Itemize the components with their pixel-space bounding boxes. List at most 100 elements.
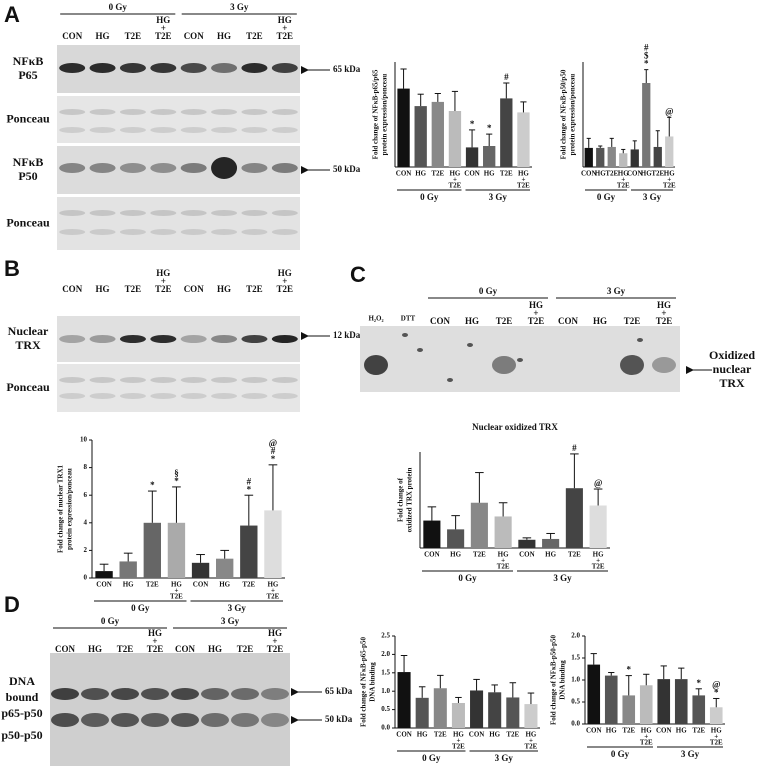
annotation: # — [504, 72, 509, 82]
row-label: p50-p50 — [1, 728, 42, 742]
x-tick-label: HG — [219, 581, 230, 589]
bar — [542, 538, 560, 548]
blot-band — [211, 335, 238, 343]
annotation: # — [271, 446, 276, 456]
lane-label: T2E — [277, 31, 294, 41]
blot-band — [89, 229, 116, 235]
y-axis-label: DNA binding — [369, 662, 377, 702]
blot-band — [180, 393, 207, 399]
blot-background — [57, 197, 300, 250]
blot-band — [180, 335, 207, 343]
y-tick-label: 8 — [84, 463, 88, 471]
blot-band — [271, 229, 298, 235]
blot-band — [211, 63, 238, 73]
y-axis-label: DNA binding — [559, 660, 567, 700]
annotation: # — [572, 443, 577, 453]
annotation: * — [627, 665, 632, 675]
group-label: 3 Gy — [553, 573, 572, 583]
bar — [433, 688, 447, 728]
blot-band — [59, 163, 86, 173]
x-tick-label: HG — [711, 727, 722, 735]
bar — [415, 697, 429, 728]
y-axis-label: Fold change of NFκB-p65/p65 — [372, 69, 380, 159]
x-tick-label: T2E — [267, 593, 280, 601]
x-tick-label: T2E — [568, 551, 581, 559]
row-label: NFκB — [13, 155, 44, 169]
blot-band — [171, 713, 199, 727]
annotation: # — [247, 476, 252, 486]
row-label: Ponceau — [6, 215, 50, 229]
x-tick-label: T2E — [651, 170, 664, 178]
x-tick-label: T2E — [170, 593, 183, 601]
blot-band — [180, 109, 207, 115]
blot-band — [119, 377, 146, 383]
blot-band — [59, 377, 86, 383]
bar — [607, 146, 616, 167]
annotation: * — [470, 119, 475, 129]
panel-letter: A — [4, 2, 20, 27]
x-tick-label: HG — [518, 170, 529, 178]
bar — [264, 510, 282, 578]
bar — [584, 147, 593, 167]
lane-label: + — [533, 308, 538, 318]
annotation: * — [271, 454, 276, 464]
y-tick-label: 4 — [84, 518, 88, 526]
x-tick-label: CON — [586, 727, 602, 735]
blot-band — [119, 393, 146, 399]
lane-label: CON — [62, 31, 83, 41]
lane-label: T2E — [117, 644, 134, 654]
bar — [630, 149, 639, 167]
blot-band — [111, 713, 139, 727]
blot-band — [150, 109, 177, 115]
y-tick-label: 2.0 — [571, 632, 580, 640]
x-tick-label: HG — [267, 581, 278, 589]
lane-label: T2E — [656, 316, 673, 326]
x-tick-label: + — [456, 737, 460, 745]
annotation: @ — [712, 680, 720, 690]
y-axis-label: oxidized TRX protein — [406, 468, 414, 533]
lane-label: T2E — [155, 31, 172, 41]
group-label: 0 Gy — [597, 192, 616, 202]
blot-band — [119, 210, 146, 216]
y-tick-label: 2.5 — [381, 632, 390, 640]
blot-band — [180, 377, 207, 383]
blot-band — [211, 127, 238, 133]
lane-label: HG — [278, 15, 292, 25]
lane-label: T2E — [624, 316, 641, 326]
x-tick-label: HG — [641, 170, 652, 178]
blot-band — [241, 109, 268, 115]
blot-band — [231, 688, 259, 700]
bar — [397, 672, 411, 728]
x-tick-label: T2E — [663, 182, 676, 190]
lane-label: + — [661, 308, 666, 318]
blot-band — [81, 688, 109, 700]
blot-band — [261, 713, 289, 727]
x-tick-label: + — [174, 587, 178, 595]
x-tick-label: HG — [123, 581, 134, 589]
bar — [451, 702, 465, 728]
lane-label: + — [272, 636, 277, 646]
x-tick-label: + — [529, 737, 533, 745]
group-label: 0 Gy — [458, 573, 477, 583]
blot-band — [59, 335, 86, 343]
lane-label: T2E — [267, 644, 284, 654]
blot-band — [231, 713, 259, 727]
x-tick-label: HG — [484, 170, 495, 178]
x-tick-label: HG — [595, 170, 606, 178]
marker-label: 12 kDa — [333, 330, 361, 340]
panel-letter: B — [4, 256, 20, 281]
blot-band — [150, 127, 177, 133]
bar — [397, 88, 410, 167]
blot-band — [89, 63, 116, 73]
lane-label: HG — [278, 268, 292, 278]
bar — [589, 505, 607, 548]
x-tick-label: CON — [396, 731, 412, 739]
y-tick-label: 0.0 — [571, 720, 580, 728]
bar — [143, 522, 161, 578]
x-tick-label: T2E — [517, 182, 530, 190]
x-tick-label: T2E — [710, 739, 723, 747]
x-tick-label: HG — [453, 731, 464, 739]
bar — [465, 147, 479, 167]
lane-label: T2E — [528, 316, 545, 326]
x-tick-label: CON — [464, 170, 480, 178]
